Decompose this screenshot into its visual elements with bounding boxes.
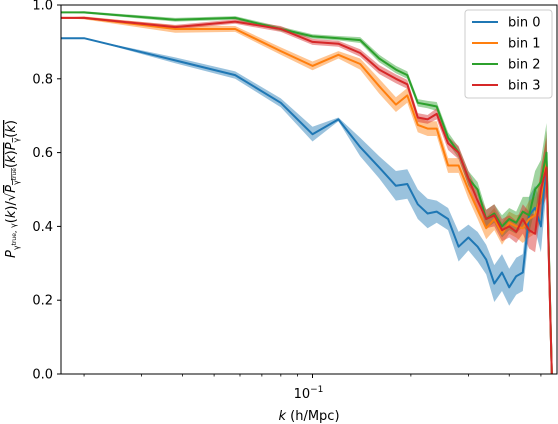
x-axis: 10−1: [83, 374, 542, 402]
x-tick-label: 10−1: [294, 385, 324, 402]
series-band-2: [61, 11, 552, 375]
series-line-2: [61, 11, 553, 375]
x-axis-label: k (h/Mpc): [278, 409, 339, 424]
series-line-0: [61, 37, 553, 375]
y-tick-label: 0.2: [32, 294, 53, 309]
legend-label-1: bin 1: [508, 37, 541, 52]
y-axis: 0.0 0.2 0.4 0.6 0.8 1.0: [32, 0, 61, 383]
legend-label-3: bin 3: [508, 79, 541, 94]
y-tick-label: 0.8: [32, 72, 53, 87]
y-tick-label: 0.4: [32, 220, 53, 235]
plot-frame: [60, 4, 558, 375]
legend-label-0: bin 0: [508, 16, 541, 31]
y-axis-label: Pγtrue, γ(k)/√Pγtrue(k)Pγ(k): [4, 120, 21, 258]
y-tick-label: 0.0: [32, 368, 53, 383]
series-bands: [61, 11, 552, 375]
legend: bin 0 bin 1 bin 2 bin 3: [464, 9, 553, 99]
series-line-1: [61, 16, 553, 375]
y-tick-label: 0.6: [32, 146, 53, 161]
y-tick-label: 1.0: [32, 0, 53, 14]
series-lines: [61, 11, 553, 375]
series-line-3: [61, 16, 553, 375]
legend-box: [464, 9, 553, 99]
legend-label-2: bin 2: [508, 58, 541, 73]
